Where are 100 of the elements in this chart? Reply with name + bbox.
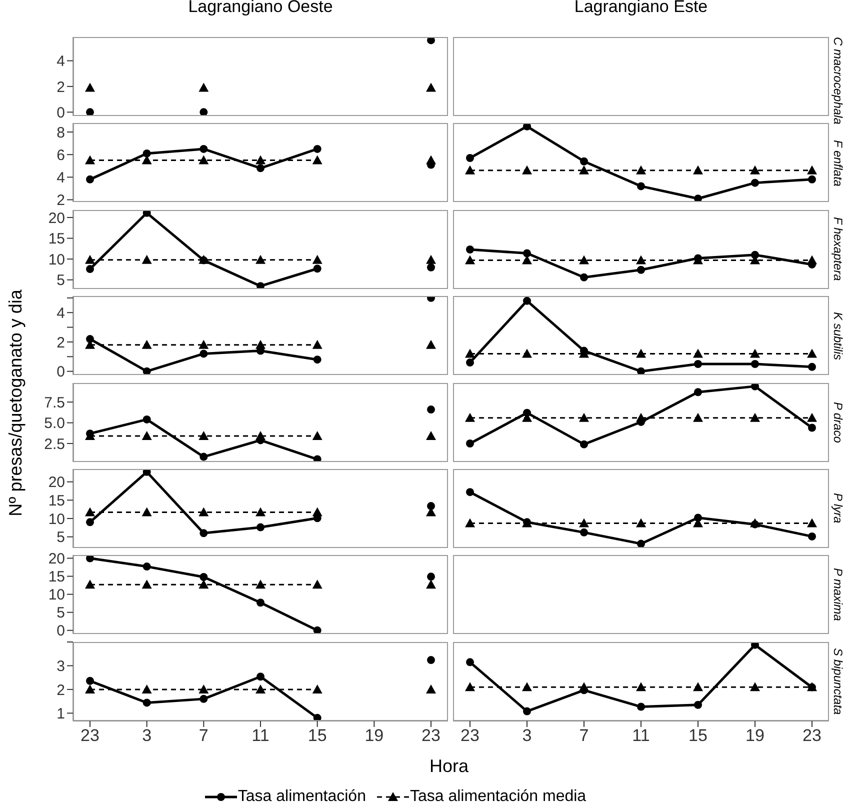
point: [465, 412, 475, 422]
point: [427, 502, 435, 510]
x-tick-label: 23: [802, 726, 822, 745]
x-tick-label: 7: [579, 726, 589, 745]
x-tick-label: 23: [80, 726, 100, 745]
point: [579, 518, 589, 528]
point: [142, 684, 152, 694]
point: [466, 358, 474, 367]
y-tick-label: 1: [56, 705, 65, 722]
y-tick-label: 7.5: [44, 394, 65, 411]
point: [579, 166, 589, 175]
legend-label: Tasa alimentación: [236, 788, 366, 805]
point: [256, 340, 266, 350]
point: [636, 412, 646, 422]
point: [751, 179, 759, 188]
point: [427, 573, 435, 582]
point: [636, 348, 646, 358]
point: [426, 430, 436, 440]
point: [637, 540, 645, 548]
point: [142, 150, 151, 158]
y-tick-label: 2: [56, 78, 65, 96]
point: [426, 684, 436, 694]
point: [807, 412, 817, 422]
point: [256, 684, 266, 694]
point: [693, 682, 703, 691]
point: [313, 264, 322, 272]
y-tick-label: 2: [56, 334, 65, 352]
point: [256, 164, 264, 173]
x-tick-label: 3: [522, 726, 532, 745]
point: [465, 255, 475, 264]
x-tick-label: 7: [198, 726, 208, 745]
point: [465, 518, 475, 528]
text: P maxima: [831, 567, 845, 624]
y-tick-label: 10: [48, 587, 65, 604]
point: [312, 156, 322, 165]
point: [198, 156, 209, 165]
point: [313, 714, 322, 721]
point: [637, 182, 645, 191]
y-tick-label: 2: [56, 192, 65, 210]
x-tick-label: 23: [460, 726, 480, 745]
point: [808, 363, 816, 372]
point: [579, 255, 589, 264]
point: [313, 356, 322, 364]
point: [142, 340, 152, 350]
y-tick-label: 15: [48, 492, 65, 510]
point: [579, 682, 589, 691]
point: [465, 682, 475, 691]
point: [312, 507, 322, 516]
point: [694, 360, 702, 368]
y2-axis-title: P lyra: [831, 492, 845, 526]
point: [200, 452, 208, 460]
point: [693, 412, 703, 422]
point: [142, 562, 151, 571]
point: [142, 430, 152, 440]
point: [523, 249, 531, 258]
point: [312, 430, 322, 440]
point: [200, 529, 208, 538]
x-tick-label: 19: [364, 726, 384, 745]
point: [427, 263, 435, 272]
y2-axis-title: F enflata: [831, 138, 845, 188]
y-tick-label: 5: [56, 529, 65, 546]
point: [426, 340, 436, 350]
point: [637, 266, 645, 274]
point: [465, 348, 475, 358]
point: [522, 682, 532, 691]
text: C macrocephala: [831, 37, 845, 124]
point: [85, 580, 95, 589]
point: [256, 254, 266, 264]
point: [808, 423, 816, 432]
point: [200, 350, 208, 358]
y-tick-label: 20: [48, 210, 65, 227]
point: [636, 682, 646, 691]
y-tick-label: 4: [56, 170, 65, 187]
point: [807, 255, 817, 264]
point: [142, 156, 152, 165]
point: [198, 82, 209, 92]
point: [312, 254, 322, 264]
x-tick-label: 15: [688, 726, 708, 745]
y-tick-label: 2.5: [44, 435, 65, 452]
point: [86, 676, 94, 685]
point: [256, 523, 264, 532]
point: [85, 254, 95, 264]
y2-axis-title: K subtilis: [831, 310, 845, 362]
x-tick-label: 23: [422, 726, 440, 745]
y-tick-label: 0: [56, 104, 65, 122]
point: [750, 348, 760, 358]
point: [636, 518, 646, 528]
y-tick-label: 2: [56, 682, 65, 699]
point: [579, 412, 589, 422]
point: [808, 532, 816, 540]
point: [142, 580, 152, 589]
point: [637, 702, 645, 711]
point: [466, 658, 474, 666]
point: [85, 82, 95, 92]
point: [85, 156, 95, 165]
point: [142, 698, 151, 707]
y-axis-title: Nº presas/quetoganato y dia: [6, 289, 26, 516]
point: [313, 145, 322, 154]
point: [636, 166, 646, 175]
point: [312, 684, 322, 694]
